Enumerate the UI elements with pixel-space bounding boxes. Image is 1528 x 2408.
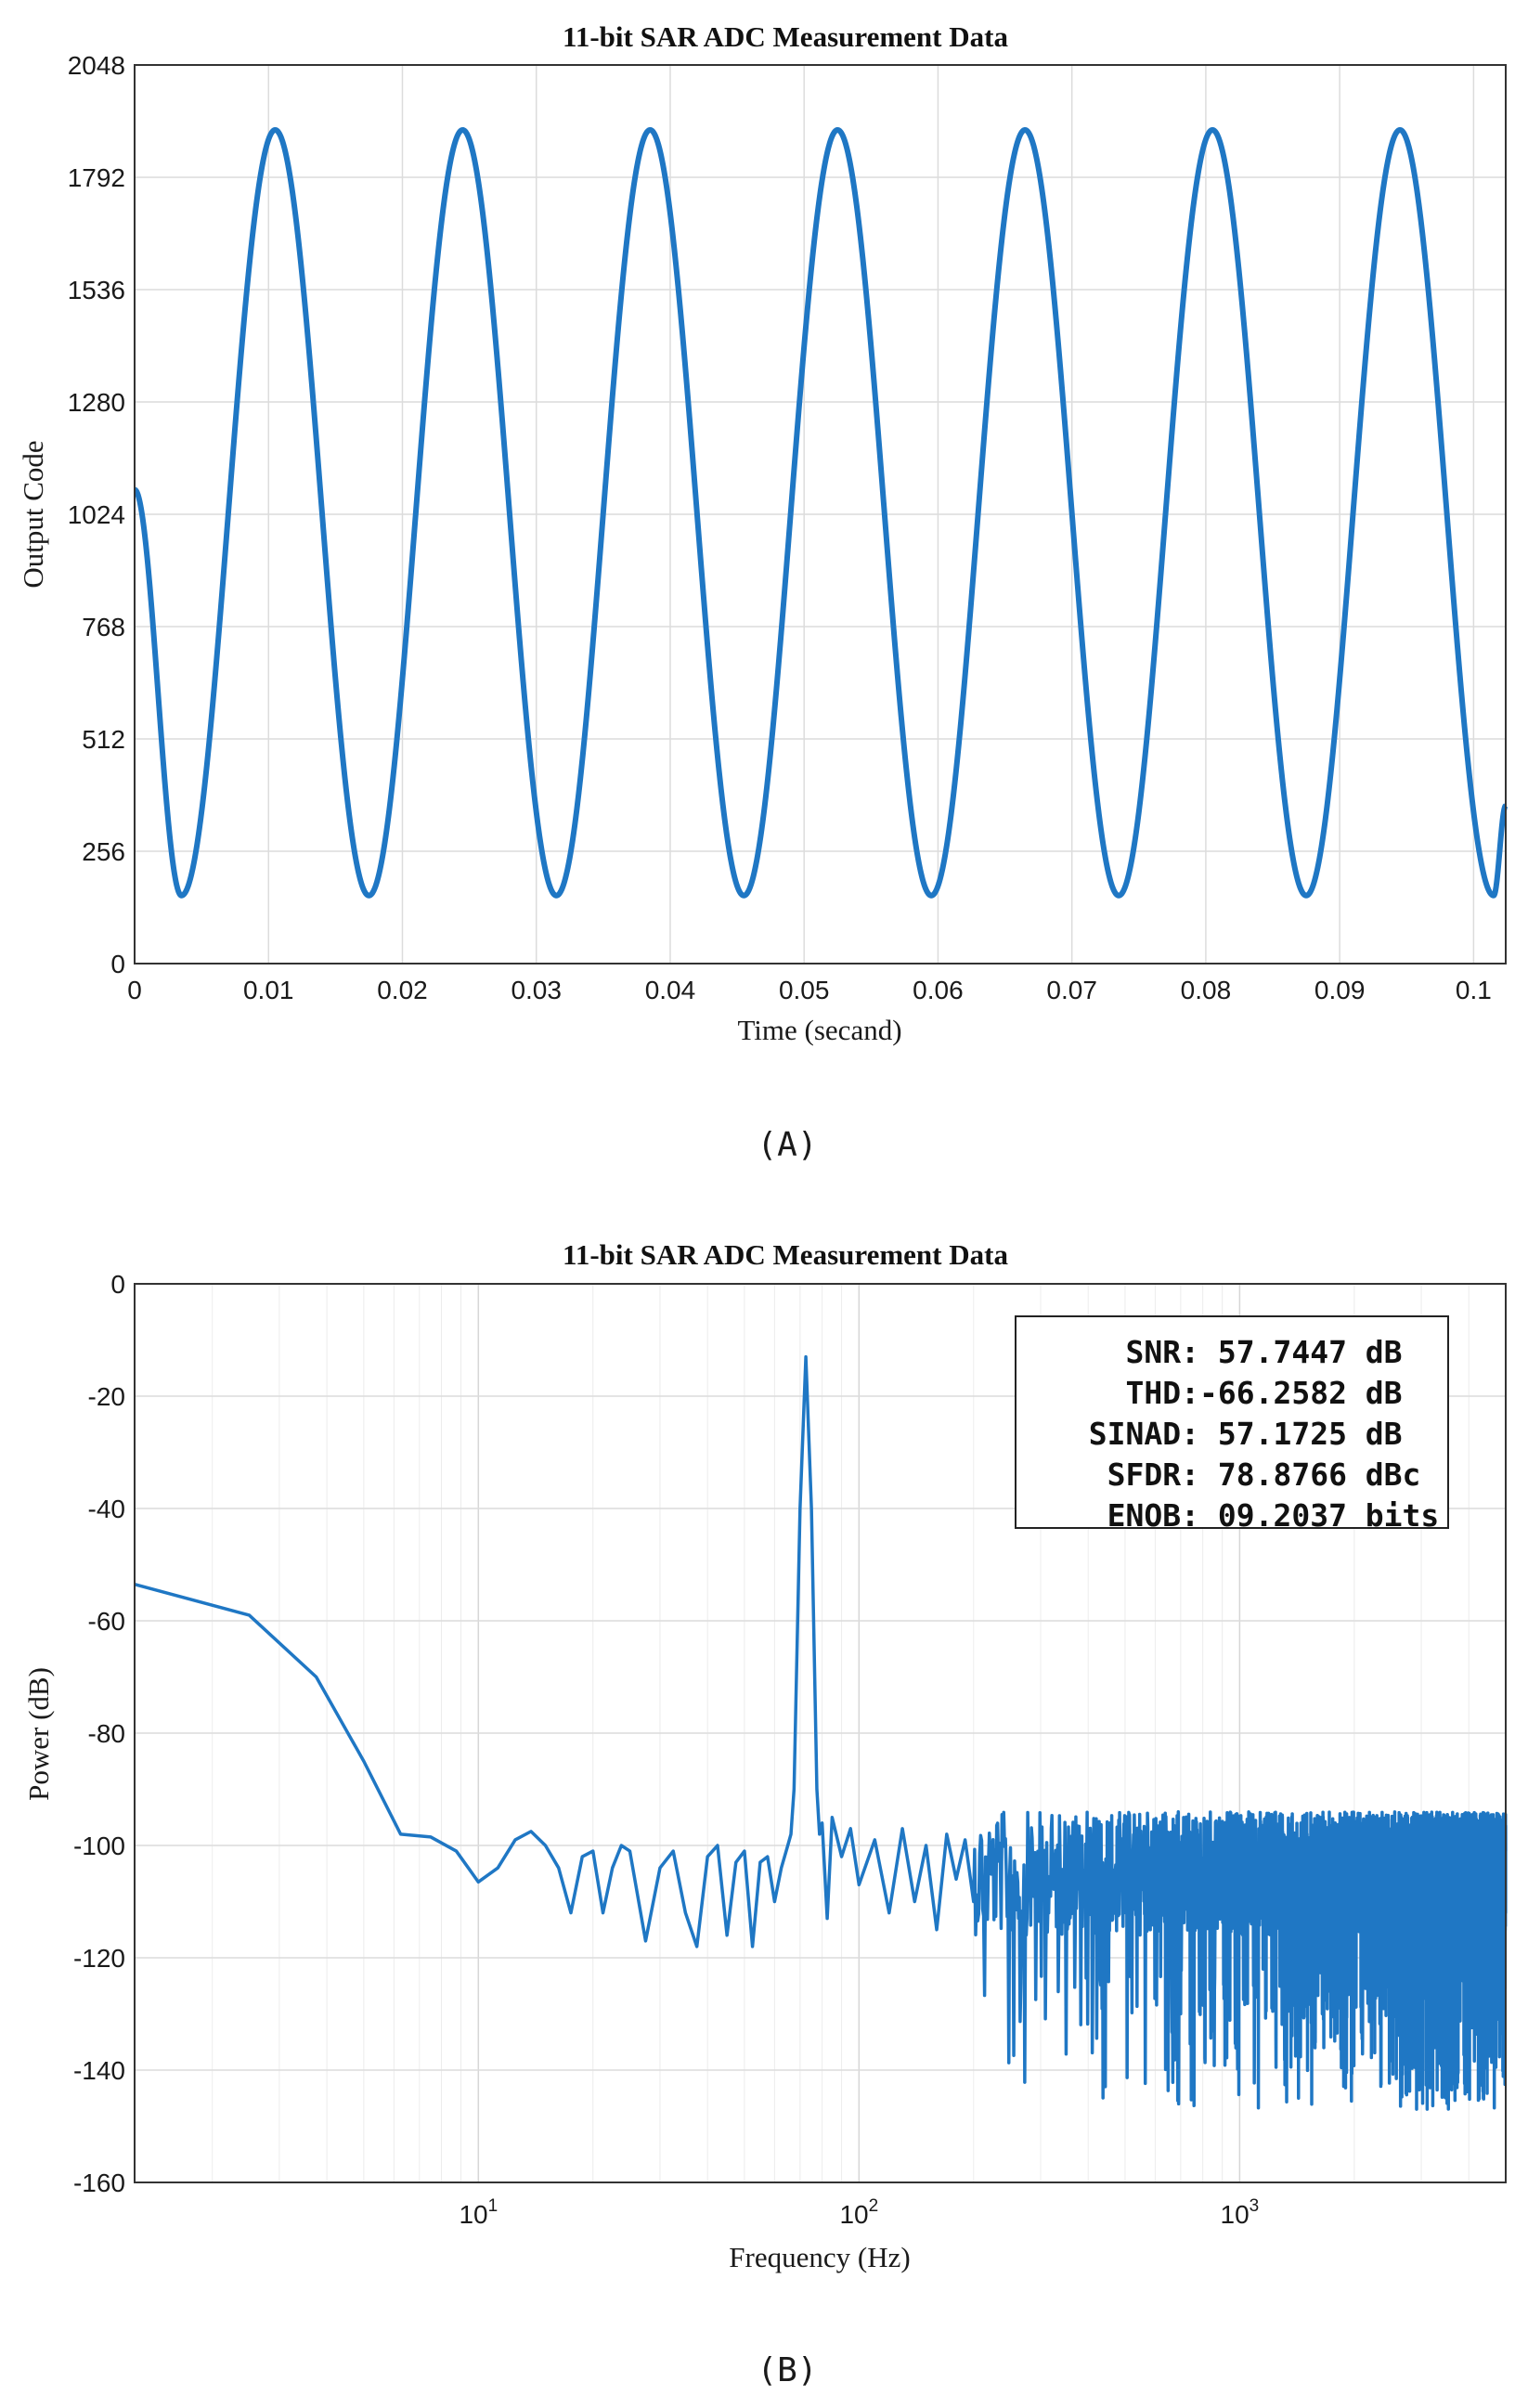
y-tick-label: -160 [73, 2168, 125, 2197]
metric-label: SFDR: [1107, 1456, 1199, 1493]
chart-b-x-ticks: 101 102 103 [459, 2196, 1259, 2229]
x-tick-label: 0.06 [913, 976, 964, 1004]
chart-a-y-label: Output Code [17, 440, 49, 588]
chart-b-caption: (B) [757, 2351, 817, 2389]
y-tick-label: -80 [88, 1719, 125, 1748]
y-tick-label: 1792 [68, 163, 125, 192]
panel-b-spectrum: 11-bit SAR ADC Measurement Data 101 102 10… [22, 1238, 1508, 2389]
chart-a-title: 11-bit SAR ADC Measurement Data [563, 20, 1008, 53]
y-tick-label: 512 [82, 725, 125, 754]
y-tick-label: -140 [73, 2056, 125, 2085]
x-tick-label: 102 [839, 2196, 878, 2229]
chart-b-plot-frame [134, 1283, 1507, 2183]
y-tick-label: -40 [88, 1495, 125, 1523]
waveform-line [132, 126, 1509, 899]
y-tick-label: 1280 [68, 388, 125, 417]
x-tick-label: 0 [127, 976, 142, 1004]
x-tick-label: 0.1 [1456, 976, 1492, 1004]
y-tick-label: 0 [110, 1270, 125, 1299]
chart-b-series [134, 1354, 1508, 2111]
x-tick-label: 0.08 [1181, 976, 1232, 1004]
chart-b-title: 11-bit SAR ADC Measurement Data [563, 1238, 1008, 1271]
x-tick-base: 10 [459, 2200, 487, 2229]
metric-value: 09.2037 bits [1199, 1497, 1439, 1534]
y-tick-label: -100 [73, 1832, 125, 1860]
x-tick-label: 0.01 [243, 976, 294, 1004]
x-tick-exponent: 3 [1250, 2196, 1260, 2216]
x-tick-label: 103 [1221, 2196, 1260, 2229]
metric-label: THD: [1126, 1375, 1199, 1411]
metric-value: 57.1725 dB [1199, 1416, 1403, 1452]
chart-b-gridlines [135, 1283, 1507, 2183]
metric-value: 78.8766 dBc [1199, 1456, 1420, 1493]
panel-a-time-domain: 11-bit SAR ADC Measurement Data 0 0.01 0.0… [17, 20, 1509, 1164]
chart-a-plot-frame [134, 64, 1507, 964]
x-tick-exponent: 2 [869, 2196, 879, 2216]
x-tick-label: 0.04 [645, 976, 696, 1004]
y-tick-label: 768 [82, 613, 125, 641]
chart-a-caption: (A) [757, 1126, 817, 1164]
x-tick-label: 0.07 [1046, 976, 1097, 1004]
x-tick-base: 10 [839, 2200, 868, 2229]
chart-b-y-label: Power (dB) [22, 1667, 55, 1801]
x-tick-label: 0.05 [779, 976, 830, 1004]
y-tick-label: -120 [73, 1944, 125, 1973]
metric-label: SINAD: [1089, 1416, 1199, 1452]
x-tick-exponent: 1 [488, 2196, 499, 2216]
chart-a-series [132, 126, 1509, 899]
chart-b-y-ticks: 0 -20 -40 -60 -80 -100 -120 -140 -160 [73, 1270, 125, 2197]
metric-value: 57.7447 dB [1199, 1334, 1403, 1370]
y-tick-label: 1536 [68, 276, 125, 304]
chart-a-x-ticks: 0 0.01 0.02 0.03 0.04 0.05 0.06 0.07 0.08 0.09 0.1 [127, 976, 1492, 1004]
x-tick-base: 10 [1221, 2200, 1250, 2229]
y-tick-label: 0 [110, 950, 125, 978]
chart-a-x-label: Time (secand) [737, 1014, 901, 1046]
y-tick-label: -20 [88, 1382, 125, 1411]
metrics-box-frame [1015, 1315, 1449, 1529]
y-tick-label: 1024 [68, 500, 125, 529]
x-tick-label: 0.03 [511, 976, 562, 1004]
chart-a-y-ticks: 0 256 512 768 1024 1280 1536 1792 2048 [68, 51, 125, 978]
chart-b-x-label: Frequency (Hz) [729, 2241, 910, 2273]
metric-label: SNR: [1126, 1334, 1199, 1370]
metric-label: ENOB: [1107, 1497, 1199, 1534]
x-tick-label: 101 [459, 2196, 498, 2229]
metric-value: -66.2582 dB [1199, 1375, 1403, 1411]
x-tick-label: 0.02 [377, 976, 428, 1004]
spectrum-line [134, 1354, 1508, 2111]
y-tick-label: 2048 [68, 51, 125, 80]
x-tick-label: 0.09 [1314, 976, 1366, 1004]
y-tick-label: -60 [88, 1607, 125, 1636]
y-tick-label: 256 [82, 837, 125, 866]
